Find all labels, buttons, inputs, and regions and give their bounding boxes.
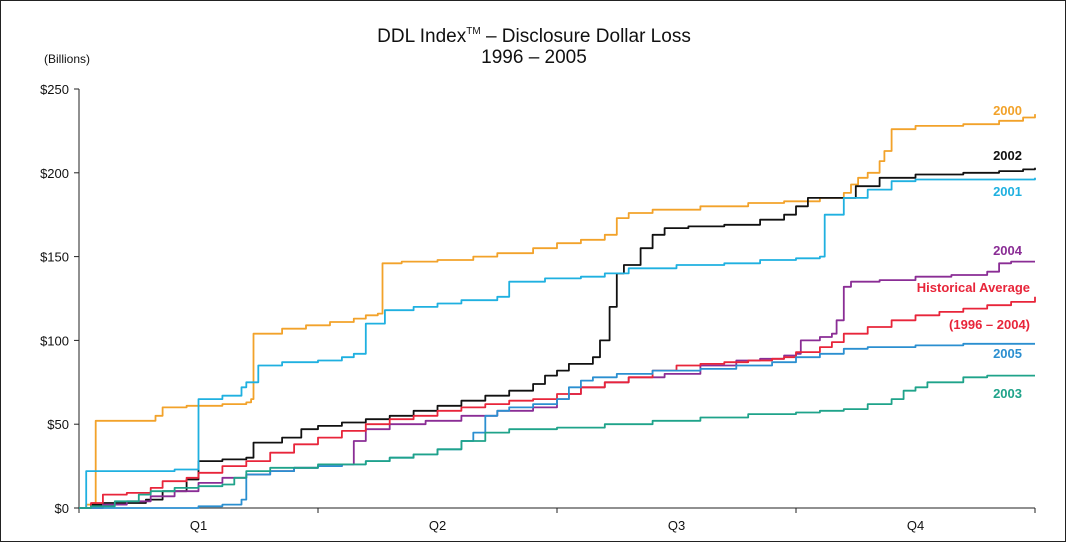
series-label: 2005 [993, 346, 1022, 361]
y-axis-unit-label: (Billions) [44, 52, 91, 66]
series-label: 2002 [993, 148, 1022, 163]
series-line [79, 374, 1035, 509]
series-label: Historical Average [917, 280, 1030, 295]
series-label: 2001 [993, 184, 1022, 199]
series-line [79, 296, 1036, 509]
y-tick-label: $200 [40, 166, 69, 181]
y-tick-label: $100 [40, 333, 69, 348]
series-label: 2000 [993, 103, 1022, 118]
series-line [79, 177, 1036, 509]
title-rest: – Disclosure Dollar Loss [480, 26, 691, 47]
trademark-mark: TM [466, 26, 481, 37]
x-category-label: Q1 [190, 518, 207, 533]
series-line [79, 167, 1036, 509]
chart-subtitle: 1996 – 2005 [481, 47, 587, 68]
x-category-label: Q3 [668, 518, 685, 533]
series-line [79, 342, 1035, 509]
x-category-label: Q2 [429, 518, 446, 533]
title-main: DDL Index [377, 26, 467, 47]
series-label: 2003 [993, 386, 1022, 401]
series-label: 2004 [993, 243, 1023, 258]
chart-title: DDL IndexTM – Disclosure Dollar Loss [0, 20, 1068, 49]
series-line [79, 114, 1036, 509]
x-category-label: Q4 [907, 518, 924, 533]
y-tick-label: $0 [55, 501, 69, 516]
y-tick-label: $150 [40, 250, 69, 265]
series-label: (1996 – 2004) [949, 317, 1030, 332]
y-tick-label: $50 [47, 417, 69, 432]
y-tick-label: $250 [40, 82, 69, 97]
